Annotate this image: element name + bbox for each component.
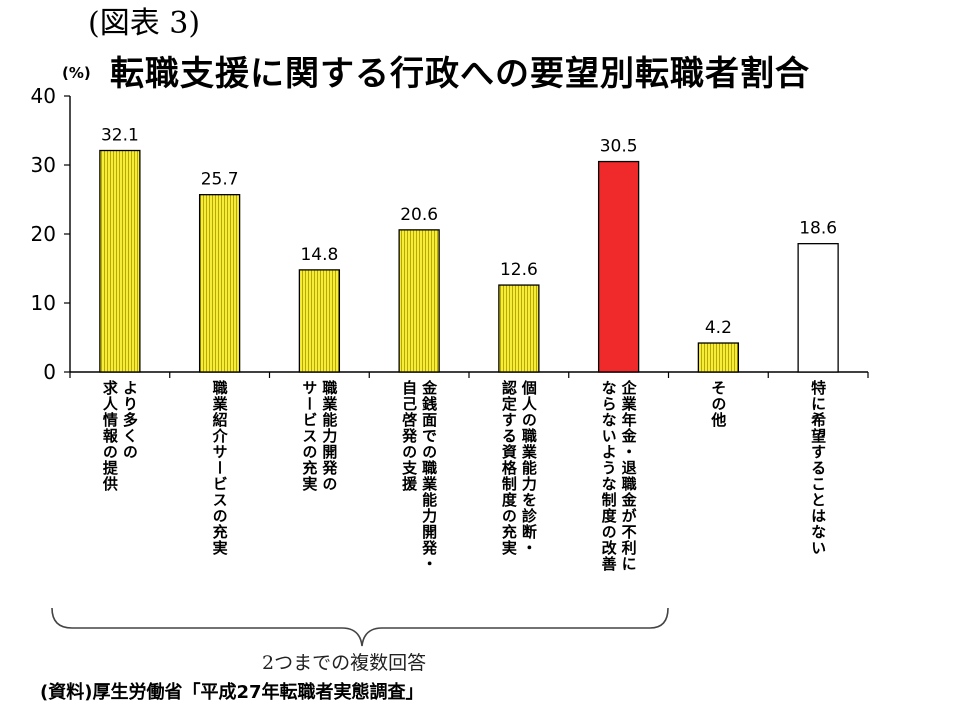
value-label: 18.6 xyxy=(799,219,837,239)
category-label-line: 企業年金・退職金が不利に xyxy=(619,380,638,572)
value-label: 32.1 xyxy=(101,126,139,146)
category-label: 職業紹介サービスの充実 xyxy=(211,380,229,556)
bar xyxy=(597,160,640,373)
value-label: 20.6 xyxy=(400,205,438,225)
chart-title: 転職支援に関する行政への要望別転職者割合 xyxy=(110,54,810,94)
bar xyxy=(398,229,440,373)
bar xyxy=(498,284,540,373)
value-label: 25.7 xyxy=(201,170,239,190)
category-label-line: 自己啓発の支援 xyxy=(400,380,419,492)
bar xyxy=(198,194,241,373)
category-label-line: その他 xyxy=(709,380,728,428)
y-tick-label: 10 xyxy=(31,291,56,315)
bar xyxy=(697,342,740,373)
y-tick-label: 0 xyxy=(43,360,56,384)
bar xyxy=(797,243,839,373)
category-label: 企業年金・退職金が不利に ならないような制度の改善 xyxy=(600,380,638,572)
category-label: 個人の職業能力を診断・ 認定する資格制度の充実 xyxy=(500,380,538,556)
value-label: 4.2 xyxy=(705,318,732,338)
y-tick-label: 20 xyxy=(31,222,56,246)
bar xyxy=(298,269,341,373)
category-label-line: 認定する資格制度の充実 xyxy=(499,380,518,556)
category-label-line: 個人の職業能力を診断・ xyxy=(519,380,538,556)
figure-label: (図表 3) xyxy=(88,6,201,41)
category-label-line: ならないような制度の改善 xyxy=(599,380,618,572)
bar xyxy=(99,149,141,373)
bars xyxy=(99,149,839,373)
category-label-line: 金銭面での職業能力開発・ xyxy=(420,380,439,572)
axes: 0 10 20 30 40 xyxy=(31,84,869,384)
category-label-line: 求人情報の提供 xyxy=(100,380,119,492)
category-label-line: より多くの xyxy=(120,380,139,460)
value-label: 14.8 xyxy=(300,245,338,265)
value-label: 12.6 xyxy=(500,260,538,280)
category-label: 特に希望することはない xyxy=(809,380,827,556)
value-labels: 32.1 25.7 14.8 20.6 12.6 30.5 4.2 18.6 xyxy=(101,126,837,339)
category-label-line: 職業紹介サービスの充実 xyxy=(210,380,229,556)
category-label: より多くの 求人情報の提供 xyxy=(101,380,139,492)
group-label: 2つまでの複数回答 xyxy=(262,652,427,674)
category-label-line: 特に希望することはない xyxy=(809,380,828,556)
category-label: 金銭面での職業能力開発・ 自己啓発の支援 xyxy=(400,380,438,572)
y-tick-label: 40 xyxy=(31,84,56,108)
category-label: その他 xyxy=(709,380,727,428)
value-label: 30.5 xyxy=(600,137,638,157)
category-label: 職業能力開発の サービスの充実 xyxy=(300,380,338,492)
source-note: (資料)厚生労働省「平成27年転職者実態調査」 xyxy=(40,682,424,703)
category-label-line: 職業能力開発の xyxy=(320,380,339,492)
y-axis-unit: (%) xyxy=(62,64,91,82)
group-brace xyxy=(51,607,669,647)
y-tick-label: 30 xyxy=(31,153,56,177)
category-label-line: サービスの充実 xyxy=(300,380,319,492)
